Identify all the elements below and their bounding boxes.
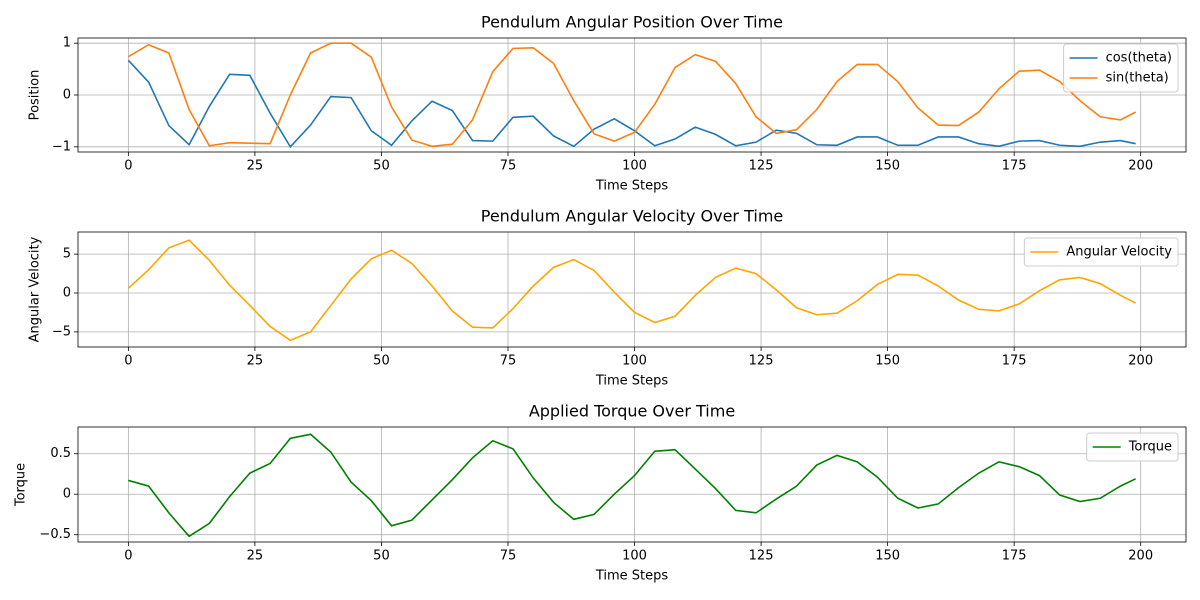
axes-frame xyxy=(77,426,1187,543)
y-axis-label: Torque xyxy=(14,463,29,507)
axes-frame xyxy=(77,37,1187,153)
x-tick-label: 175 xyxy=(1002,159,1027,174)
x-tick-label: 50 xyxy=(373,159,390,174)
x-tick-label: 200 xyxy=(1128,354,1153,369)
y-tick-label: 0.5 xyxy=(50,446,71,461)
y-tick-label: −0.5 xyxy=(39,527,71,542)
x-tick-label: 200 xyxy=(1128,549,1153,564)
x-tick-label: 75 xyxy=(500,354,517,369)
legend-label: Angular Velocity xyxy=(1066,245,1172,260)
x-tick-label: 175 xyxy=(1002,354,1027,369)
x-axis-label: Time Steps xyxy=(595,374,669,389)
legend: Angular Velocity xyxy=(1023,237,1179,267)
y-tick-label: 0 xyxy=(63,285,71,300)
x-tick-label: 50 xyxy=(373,354,390,369)
x-tick-label: 200 xyxy=(1128,159,1153,174)
y-axis-label: Position xyxy=(28,70,43,121)
x-tick-label: 25 xyxy=(247,159,264,174)
y-tick-label: 1 xyxy=(63,36,71,51)
axes-frame xyxy=(77,231,1187,348)
x-tick-label: 75 xyxy=(500,549,517,564)
x-tick-label: 0 xyxy=(124,549,132,564)
data-line xyxy=(127,42,1137,148)
data-line xyxy=(127,239,1137,342)
x-tick-label: 125 xyxy=(749,159,774,174)
x-tick-label: 100 xyxy=(622,354,647,369)
legend-label: sin(theta) xyxy=(1106,71,1169,86)
legend-box xyxy=(1023,237,1179,267)
x-tick-label: 150 xyxy=(875,159,900,174)
legend: Torque xyxy=(1086,432,1179,462)
x-tick-label: 0 xyxy=(124,159,132,174)
y-axis-label: Angular Velocity xyxy=(28,236,43,342)
x-tick-label: 125 xyxy=(749,549,774,564)
x-tick-label: 150 xyxy=(875,549,900,564)
x-axis-label: Time Steps xyxy=(595,179,669,194)
x-tick-label: 25 xyxy=(247,354,264,369)
x-tick-label: 100 xyxy=(622,159,647,174)
x-tick-label: 75 xyxy=(500,159,517,174)
x-tick-label: 25 xyxy=(247,549,264,564)
legend-box xyxy=(1086,432,1179,462)
y-tick-label: −5 xyxy=(52,324,71,339)
y-tick-label: 0 xyxy=(63,487,71,502)
chart-title: Pendulum Angular Velocity Over Time xyxy=(481,207,784,226)
legend: cos(theta) sin(theta) xyxy=(1063,43,1179,93)
legend-label: Torque xyxy=(1128,440,1172,455)
x-tick-label: 50 xyxy=(373,549,390,564)
legend-label: cos(theta) xyxy=(1106,51,1172,66)
y-tick-label: 5 xyxy=(63,247,71,262)
x-tick-label: 125 xyxy=(749,354,774,369)
data-line xyxy=(128,433,1136,538)
data-line xyxy=(127,59,1136,149)
legend-box xyxy=(1063,43,1179,93)
y-tick-label: −1 xyxy=(52,139,71,154)
chart-title: Pendulum Angular Position Over Time xyxy=(481,13,783,32)
y-tick-label: 0 xyxy=(63,88,71,103)
x-tick-label: 100 xyxy=(622,549,647,564)
x-tick-label: 150 xyxy=(875,354,900,369)
x-axis-label: Time Steps xyxy=(595,569,669,584)
chart-title: Applied Torque Over Time xyxy=(529,402,735,421)
x-tick-label: 175 xyxy=(1002,549,1027,564)
x-tick-label: 0 xyxy=(124,354,132,369)
